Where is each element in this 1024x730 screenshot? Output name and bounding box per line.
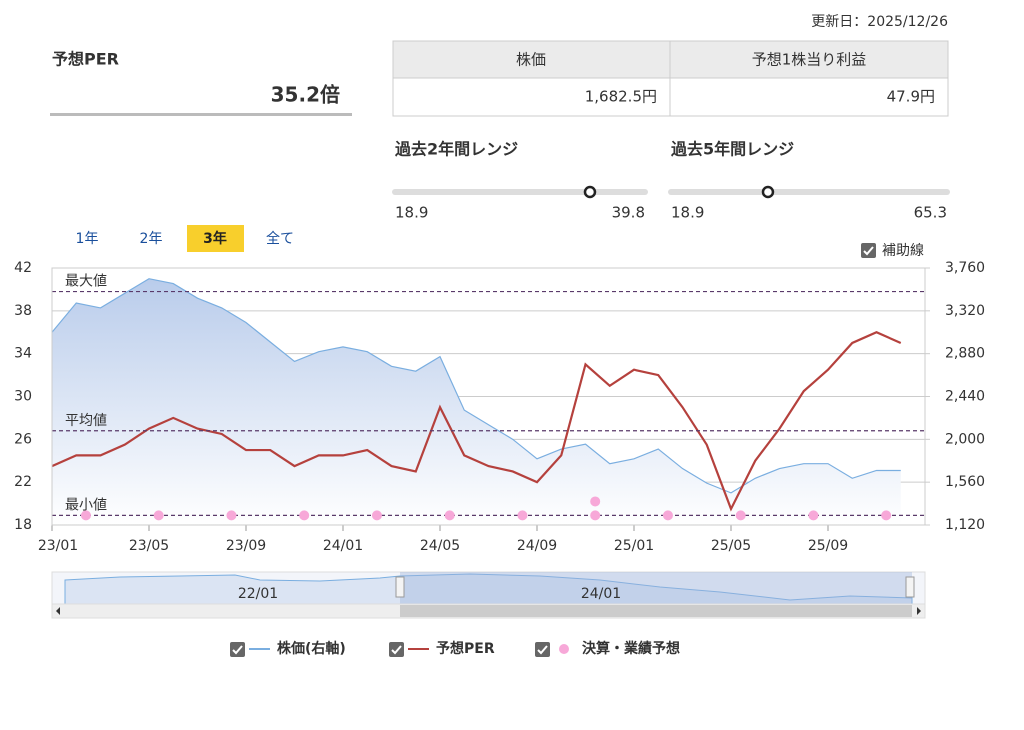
event-marker[interactable] <box>80 510 91 521</box>
table-cell: 47.9円 <box>887 88 935 106</box>
legend-label[interactable]: 決算・業績予想 <box>582 640 680 657</box>
series-line <box>51 331 902 512</box>
table-cell: 1,682.5円 <box>585 88 657 106</box>
range-marker <box>583 185 597 199</box>
x-tick-label: 23/05 <box>129 538 169 554</box>
y-tick-label: 30 <box>14 389 32 405</box>
event-marker[interactable] <box>517 510 528 521</box>
tab-active-bg[interactable] <box>187 225 244 252</box>
legend-label[interactable]: 株価(右軸) <box>277 640 346 657</box>
tab[interactable]: 全て <box>266 230 294 247</box>
y-tick-label: 26 <box>14 431 32 447</box>
checkbox[interactable] <box>861 243 876 258</box>
per-value: 35.2倍 <box>271 83 340 107</box>
x-tick-label: 23/01 <box>38 538 78 554</box>
y2-tick-label: 2,000 <box>945 431 985 447</box>
navigator-handle[interactable] <box>395 576 405 598</box>
tab[interactable]: 1年 <box>76 231 99 247</box>
event-marker[interactable] <box>590 510 601 521</box>
legend-dot <box>559 644 569 654</box>
reference-label: 最小値 <box>65 497 107 513</box>
event-marker[interactable] <box>808 510 819 521</box>
x-tick-label: 24/09 <box>517 538 557 554</box>
tab[interactable]: 2年 <box>140 231 163 247</box>
y2-tick-label: 3,760 <box>945 260 985 276</box>
y-tick-label: 18 <box>14 517 32 533</box>
y2-tick-label: 2,440 <box>945 389 985 405</box>
event-marker[interactable] <box>590 496 601 507</box>
range-marker <box>761 185 775 199</box>
range-title: 過去2年間レンジ <box>394 140 518 159</box>
checkmark <box>391 645 402 655</box>
range-min: 18.9 <box>395 204 428 222</box>
y2-tick-label: 1,560 <box>945 474 985 490</box>
x-tick-label: 25/01 <box>614 538 654 554</box>
guide-toggle-label: 補助線 <box>882 243 924 259</box>
table-header: 予想1株当り利益 <box>752 51 867 69</box>
checkmark <box>537 645 548 655</box>
reference-label: 最大値 <box>65 274 107 290</box>
event-marker[interactable] <box>881 510 892 521</box>
x-tick-label: 24/05 <box>420 538 460 554</box>
navigator-selection[interactable] <box>400 572 912 604</box>
scrollbar-thumb[interactable] <box>400 605 912 617</box>
y2-tick-label: 3,320 <box>945 303 985 319</box>
reference-label: 平均値 <box>65 413 107 429</box>
checkmark <box>863 246 874 256</box>
event-marker[interactable] <box>153 510 164 521</box>
x-tick-label: 25/09 <box>808 538 848 554</box>
event-marker[interactable] <box>735 510 746 521</box>
y-tick-label: 42 <box>14 260 32 276</box>
range-max: 65.3 <box>914 204 947 222</box>
navigator-handle[interactable] <box>905 576 915 598</box>
y2-tick-label: 2,880 <box>945 346 985 362</box>
event-marker[interactable] <box>444 510 455 521</box>
event-marker[interactable] <box>226 510 237 521</box>
navigator-label: 24/01 <box>581 586 621 602</box>
tab[interactable]: 3年 <box>203 230 227 247</box>
event-marker[interactable] <box>299 510 310 521</box>
checkbox[interactable] <box>230 642 245 657</box>
navigator-label: 22/01 <box>238 586 278 602</box>
scroll-right[interactable] <box>917 607 921 615</box>
checkbox[interactable] <box>535 642 550 657</box>
table-header: 株価 <box>516 51 546 69</box>
navigator-area <box>64 573 913 605</box>
legend-label[interactable]: 予想PER <box>436 640 495 657</box>
series-line <box>51 278 901 494</box>
range-title: 過去5年間レンジ <box>670 140 794 159</box>
per-label: 予想PER <box>52 50 119 69</box>
y2-tick-label: 1,120 <box>945 517 985 533</box>
event-marker[interactable] <box>662 510 673 521</box>
plot-frame <box>51 267 926 526</box>
price-area <box>52 278 901 525</box>
checkbox[interactable] <box>389 642 404 657</box>
updated-date: 更新日：2025/12/26 <box>811 14 948 30</box>
range-min: 18.9 <box>671 204 704 222</box>
y-tick-label: 38 <box>14 303 32 319</box>
event-marker[interactable] <box>371 510 382 521</box>
checkmark <box>232 645 243 655</box>
per-underline <box>50 113 352 116</box>
x-tick-label: 23/09 <box>226 538 266 554</box>
x-tick-label: 25/05 <box>711 538 751 554</box>
navigator[interactable]: 22/01 24/01 <box>51 571 926 619</box>
x-tick-label: 24/01 <box>323 538 363 554</box>
y-tick-label: 34 <box>14 346 32 362</box>
scroll-left[interactable] <box>56 607 60 615</box>
range-max: 39.8 <box>612 204 645 222</box>
y-tick-label: 22 <box>14 474 32 490</box>
